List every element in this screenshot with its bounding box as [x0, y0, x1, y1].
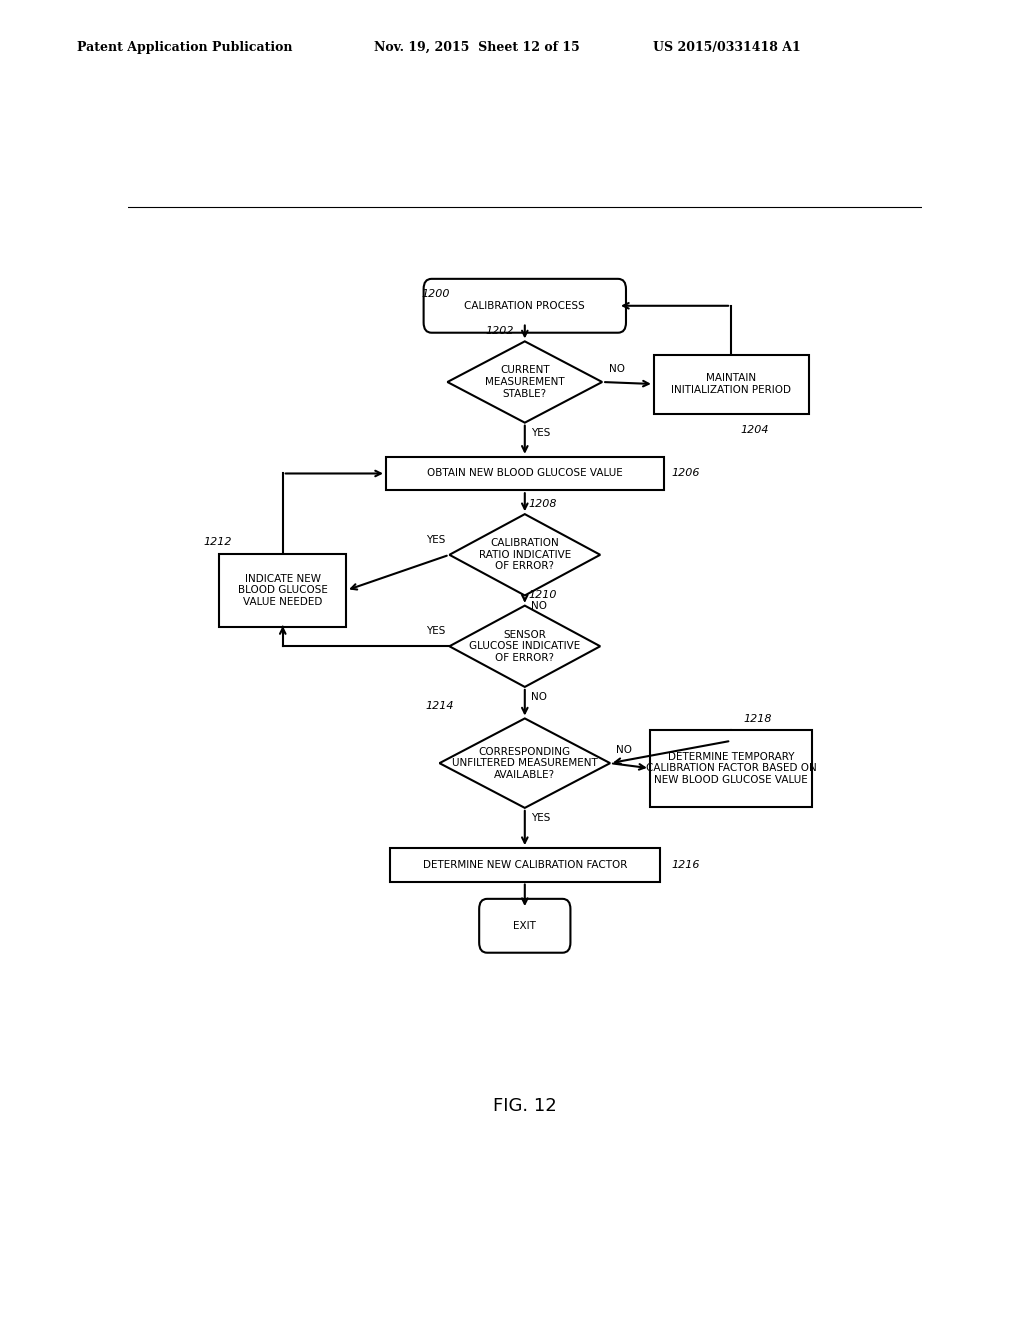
Bar — [390, 847, 659, 882]
Text: 1206: 1206 — [672, 469, 700, 478]
FancyBboxPatch shape — [479, 899, 570, 953]
Text: CORRESPONDING
UNFILTERED MEASUREMENT
AVAILABLE?: CORRESPONDING UNFILTERED MEASUREMENT AVA… — [452, 747, 598, 780]
Text: Patent Application Publication: Patent Application Publication — [77, 41, 292, 54]
Text: EXIT: EXIT — [513, 921, 537, 931]
Text: 1202: 1202 — [485, 326, 514, 337]
Text: Nov. 19, 2015  Sheet 12 of 15: Nov. 19, 2015 Sheet 12 of 15 — [374, 41, 580, 54]
FancyBboxPatch shape — [424, 279, 626, 333]
Text: US 2015/0331418 A1: US 2015/0331418 A1 — [653, 41, 801, 54]
Text: 1216: 1216 — [672, 859, 700, 870]
Text: 1208: 1208 — [528, 499, 557, 510]
Bar — [219, 554, 346, 627]
Polygon shape — [447, 342, 602, 422]
Text: CALIBRATION
RATIO INDICATIVE
OF ERROR?: CALIBRATION RATIO INDICATIVE OF ERROR? — [478, 539, 571, 572]
Text: YES: YES — [426, 626, 445, 636]
Text: 1214: 1214 — [426, 701, 454, 711]
Text: NO: NO — [531, 692, 547, 702]
Bar — [653, 355, 809, 413]
Text: CURRENT
MEASUREMENT
STABLE?: CURRENT MEASUREMENT STABLE? — [485, 366, 564, 399]
Text: CALIBRATION PROCESS: CALIBRATION PROCESS — [465, 301, 585, 310]
Text: NO: NO — [608, 364, 625, 374]
Polygon shape — [439, 718, 610, 808]
Text: YES: YES — [531, 813, 551, 822]
Text: DETERMINE TEMPORARY
CALIBRATION FACTOR BASED ON
NEW BLOOD GLUCOSE VALUE: DETERMINE TEMPORARY CALIBRATION FACTOR B… — [646, 751, 816, 785]
Bar — [386, 457, 664, 490]
Text: 1204: 1204 — [740, 425, 769, 434]
Text: YES: YES — [426, 535, 445, 545]
Bar — [650, 730, 812, 807]
Polygon shape — [450, 515, 600, 595]
Text: NO: NO — [616, 744, 633, 755]
Text: INDICATE NEW
BLOOD GLUCOSE
VALUE NEEDED: INDICATE NEW BLOOD GLUCOSE VALUE NEEDED — [238, 574, 328, 607]
Text: NO: NO — [531, 601, 547, 611]
Text: SENSOR
GLUCOSE INDICATIVE
OF ERROR?: SENSOR GLUCOSE INDICATIVE OF ERROR? — [469, 630, 581, 663]
Text: DETERMINE NEW CALIBRATION FACTOR: DETERMINE NEW CALIBRATION FACTOR — [423, 859, 627, 870]
Text: OBTAIN NEW BLOOD GLUCOSE VALUE: OBTAIN NEW BLOOD GLUCOSE VALUE — [427, 469, 623, 478]
Polygon shape — [450, 606, 600, 686]
Text: 1218: 1218 — [743, 714, 771, 725]
Text: 1200: 1200 — [422, 289, 451, 298]
Text: 1212: 1212 — [204, 537, 231, 546]
Text: 1210: 1210 — [528, 590, 557, 601]
Text: FIG. 12: FIG. 12 — [493, 1097, 557, 1114]
Text: YES: YES — [531, 428, 551, 438]
Text: MAINTAIN
INITIALIZATION PERIOD: MAINTAIN INITIALIZATION PERIOD — [671, 374, 792, 395]
